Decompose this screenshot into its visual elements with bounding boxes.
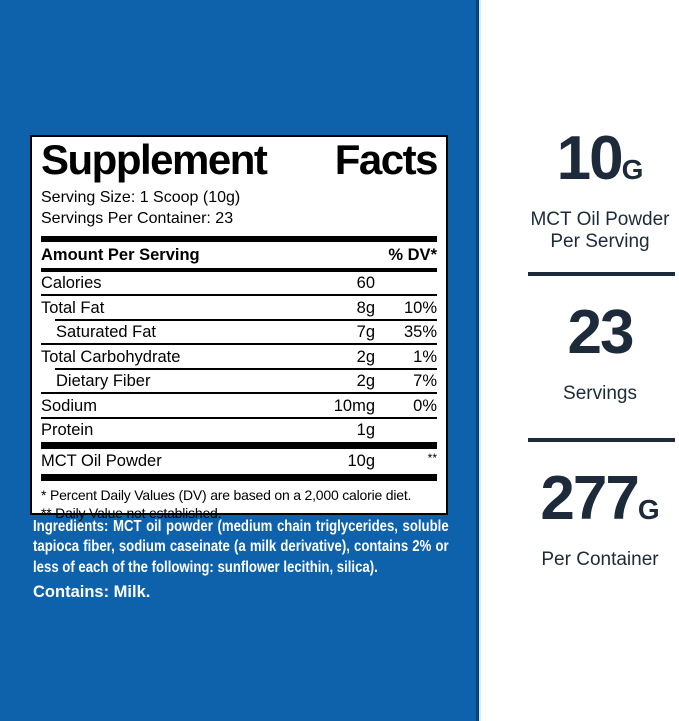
nutrient-amount: 1g — [356, 421, 375, 440]
highlight-value: 10G — [521, 128, 679, 201]
nutrient-dv-asterisks: ** — [427, 450, 437, 465]
nutrient-name: Sodium — [41, 396, 97, 415]
blue-edge-light-line — [479, 0, 481, 721]
highlight-label-line: Per Serving — [550, 231, 650, 253]
table-row-sodium: Sodium 10mg 0% — [41, 394, 437, 417]
table-row-dietary-fiber: Dietary Fiber 2g 7% — [41, 370, 437, 393]
ingredients-text: Ingredients: MCT oil powder (medium chai… — [33, 518, 449, 576]
nutrient-name: Calories — [41, 274, 102, 293]
nutrient-dv: 7% — [413, 372, 437, 391]
row-separator — [41, 343, 437, 346]
table-row-saturated-fat: Saturated Fat 7g 35% — [41, 321, 437, 344]
table-header-row: Amount Per Serving % DV* — [41, 242, 437, 268]
nutrient-name: MCT Oil Powder — [41, 451, 162, 470]
footnote-not-established: ** Daily Value not established. — [41, 505, 222, 521]
highlight-label-line: Per Container — [541, 549, 659, 570]
nutrient-name: Saturated Fat — [56, 323, 156, 342]
nutrient-amount: 8g — [356, 298, 375, 317]
table-row-calories: Calories 60 — [41, 272, 437, 295]
supplement-facts-panel: Supplement Facts Serving Size: 1 Scoop (… — [30, 135, 448, 521]
serving-size-text: Serving Size: 1 Scoop (10g) — [41, 188, 241, 206]
highlight-label-line: Servings — [563, 383, 637, 404]
highlight-unit: G — [637, 494, 660, 525]
nutrient-dv: 1% — [413, 347, 437, 366]
thick-rule-middle — [41, 442, 437, 450]
row-separator — [41, 294, 437, 297]
row-separator — [41, 392, 437, 395]
nutrient-name: Total Fat — [41, 298, 105, 317]
title-word-facts: Facts — [334, 136, 439, 183]
highlight-per-container: 277G Per Container — [521, 468, 679, 571]
thick-rule-top — [41, 236, 437, 243]
nutrient-name: Total Carbohydrate — [41, 347, 181, 366]
nutrient-dv: 10% — [403, 298, 437, 317]
highlight-label: Servings — [521, 383, 679, 405]
header-percent-dv: % DV* — [388, 246, 437, 265]
nutrient-amount: 60 — [356, 274, 375, 293]
row-separator-indented — [55, 318, 437, 321]
highlight-divider — [528, 438, 675, 442]
table-row-mct-oil-powder: MCT Oil Powder 10g ** — [41, 449, 437, 473]
serving-info: Serving Size: 1 Scoop (10g) Servings Per… — [41, 188, 437, 230]
thick-rule-bottom — [41, 473, 437, 481]
header-amount-per-serving: Amount Per Serving — [41, 246, 200, 265]
highlight-label: MCT Oil Powder Per Serving — [521, 209, 679, 253]
title-word-supplement: Supplement — [41, 136, 268, 183]
highlight-divider — [528, 272, 675, 276]
nutrient-amount: 2g — [356, 347, 375, 366]
highlight-label: Per Container — [521, 549, 679, 571]
highlight-number: 10 — [556, 124, 624, 193]
row-separator-indented — [55, 367, 437, 370]
highlight-number: 277 — [540, 464, 639, 533]
nutrient-amount: 7g — [356, 323, 375, 342]
blue-edge-dark-line — [476, 0, 479, 721]
highlight-value: 23 — [521, 302, 679, 375]
allergen-contains-text: Contains: Milk. — [33, 583, 151, 601]
nutrient-dv: 35% — [403, 323, 437, 342]
servings-per-container-text: Servings Per Container: 23 — [41, 209, 234, 227]
highlight-number: 23 — [567, 298, 635, 367]
row-separator — [41, 416, 437, 419]
highlight-value: 277G — [521, 468, 679, 541]
nutrient-dv: 0% — [413, 396, 437, 415]
nutrient-amount: 2g — [356, 372, 375, 391]
table-row-total-carbohydrate: Total Carbohydrate 2g 1% — [41, 345, 437, 368]
header-rule — [41, 268, 437, 272]
highlight-servings: 23 Servings — [521, 302, 679, 405]
table-row-total-fat: Total Fat 8g 10% — [41, 296, 437, 319]
table-row-protein: Protein 1g — [41, 419, 437, 442]
highlight-unit: G — [621, 154, 644, 185]
nutrient-name: Dietary Fiber — [56, 372, 151, 391]
footnote-daily-values: * Percent Daily Values (DV) are based on… — [41, 486, 412, 503]
highlight-mct-per-serving: 10G MCT Oil Powder Per Serving — [521, 128, 679, 253]
highlight-label-line: MCT Oil Powder — [530, 209, 670, 230]
nutrient-name: Protein — [41, 421, 94, 440]
nutrient-amount: 10mg — [333, 396, 375, 415]
nutrient-amount: 10g — [347, 451, 375, 470]
supplement-facts-title: Supplement Facts — [41, 136, 439, 183]
